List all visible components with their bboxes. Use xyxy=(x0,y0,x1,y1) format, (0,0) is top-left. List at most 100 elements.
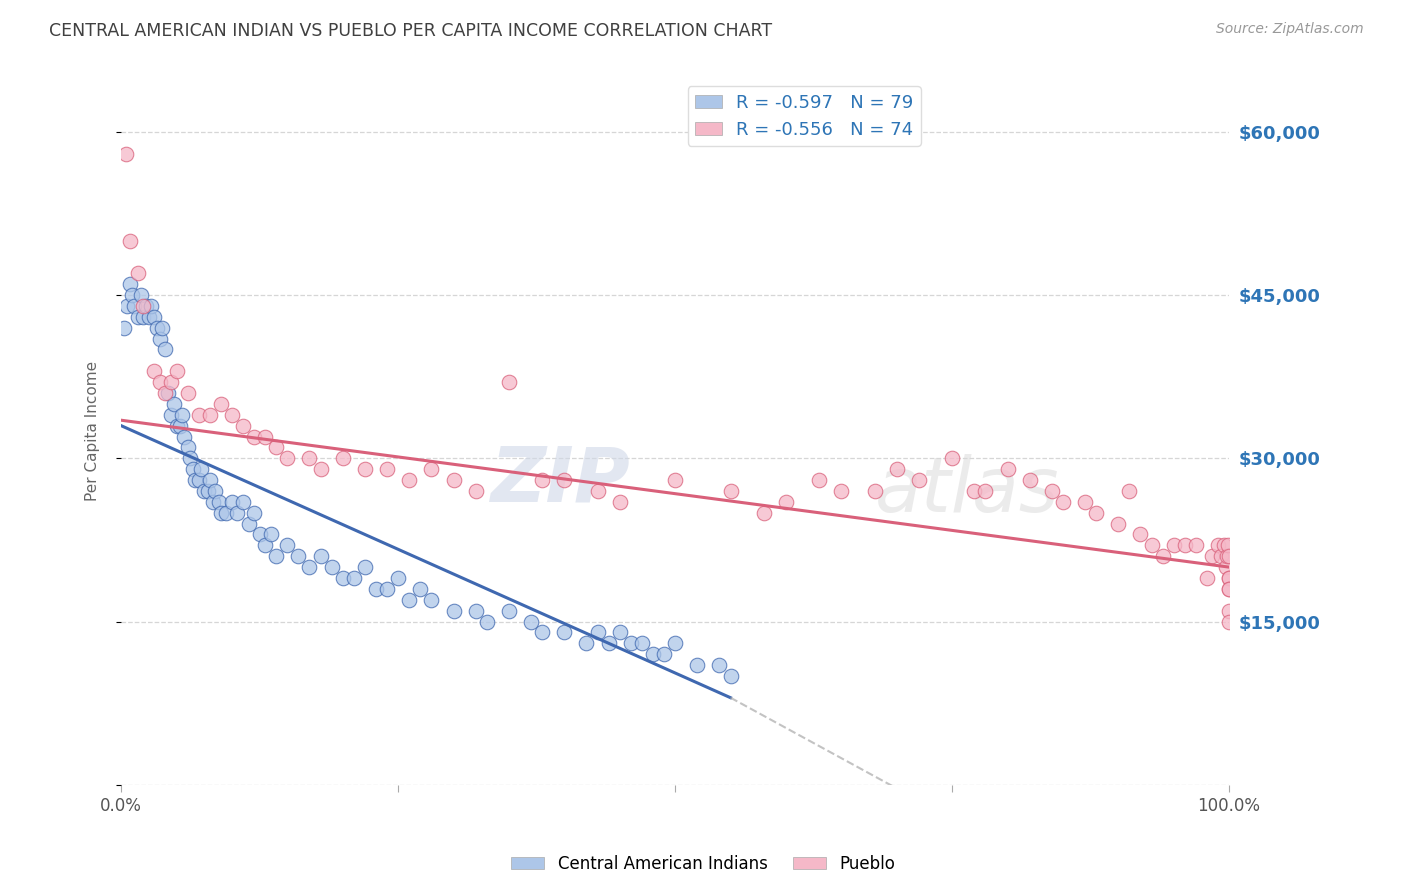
Point xyxy=(209,506,232,520)
Point xyxy=(221,408,243,422)
Point xyxy=(129,288,152,302)
Point xyxy=(163,397,186,411)
Point xyxy=(226,506,249,520)
Point xyxy=(176,441,198,455)
Text: atlas: atlas xyxy=(875,454,1059,528)
Point xyxy=(1215,560,1237,574)
Point xyxy=(531,625,554,640)
Point xyxy=(1218,582,1240,596)
Point xyxy=(1212,538,1234,552)
Point xyxy=(309,462,332,476)
Point xyxy=(1085,506,1108,520)
Point xyxy=(475,615,498,629)
Point xyxy=(1211,549,1233,564)
Point xyxy=(375,462,398,476)
Point xyxy=(260,527,283,541)
Point xyxy=(1218,549,1240,564)
Point xyxy=(1218,571,1240,585)
Point xyxy=(156,386,179,401)
Point xyxy=(208,495,231,509)
Point xyxy=(114,146,136,161)
Point xyxy=(375,582,398,596)
Point xyxy=(166,364,188,378)
Point xyxy=(232,418,254,433)
Point xyxy=(114,320,136,334)
Point xyxy=(170,408,193,422)
Point xyxy=(1206,538,1229,552)
Point xyxy=(520,615,543,629)
Point xyxy=(1218,582,1240,596)
Point xyxy=(1174,538,1197,552)
Point xyxy=(409,582,432,596)
Point xyxy=(609,625,631,640)
Point xyxy=(609,495,631,509)
Point xyxy=(232,495,254,509)
Point xyxy=(160,375,183,389)
Point xyxy=(190,462,212,476)
Point xyxy=(1195,571,1218,585)
Point xyxy=(1216,538,1239,552)
Point xyxy=(198,408,221,422)
Point xyxy=(1129,527,1152,541)
Point xyxy=(1218,604,1240,618)
Point xyxy=(145,320,167,334)
Point xyxy=(264,549,287,564)
Point xyxy=(686,658,709,673)
Point xyxy=(641,647,664,661)
Point xyxy=(209,397,232,411)
Point xyxy=(155,386,177,401)
Point xyxy=(1218,571,1240,585)
Point xyxy=(752,506,775,520)
Point xyxy=(498,375,520,389)
Point xyxy=(863,483,886,498)
Point xyxy=(354,560,377,574)
Point xyxy=(1074,495,1097,509)
Point xyxy=(166,418,188,433)
Point xyxy=(181,462,204,476)
Point xyxy=(420,462,443,476)
Point xyxy=(176,386,198,401)
Point xyxy=(139,299,162,313)
Point xyxy=(202,495,225,509)
Text: Source: ZipAtlas.com: Source: ZipAtlas.com xyxy=(1216,22,1364,37)
Point xyxy=(886,462,908,476)
Point xyxy=(298,451,321,466)
Point xyxy=(908,473,931,487)
Point xyxy=(598,636,620,650)
Point xyxy=(1018,473,1040,487)
Point xyxy=(127,266,149,280)
Point xyxy=(149,375,172,389)
Point xyxy=(243,506,266,520)
Point xyxy=(1163,538,1185,552)
Point xyxy=(398,473,420,487)
Point xyxy=(238,516,260,531)
Point xyxy=(169,418,191,433)
Point xyxy=(398,592,420,607)
Point xyxy=(187,408,209,422)
Point xyxy=(1185,538,1208,552)
Point xyxy=(187,473,209,487)
Point xyxy=(586,483,609,498)
Point xyxy=(664,636,686,650)
Point xyxy=(652,647,675,661)
Point xyxy=(276,451,298,466)
Point xyxy=(775,495,797,509)
Point xyxy=(184,473,207,487)
Point xyxy=(150,320,173,334)
Point xyxy=(155,343,177,357)
Point xyxy=(243,429,266,443)
Point xyxy=(332,451,354,466)
Point xyxy=(215,506,238,520)
Point xyxy=(1152,549,1174,564)
Point xyxy=(193,483,215,498)
Point xyxy=(204,483,226,498)
Point xyxy=(124,299,146,313)
Point xyxy=(149,332,172,346)
Point xyxy=(118,234,141,248)
Point xyxy=(127,310,149,324)
Point xyxy=(276,538,298,552)
Point xyxy=(321,560,343,574)
Point xyxy=(160,408,183,422)
Point xyxy=(118,277,141,292)
Point xyxy=(830,483,852,498)
